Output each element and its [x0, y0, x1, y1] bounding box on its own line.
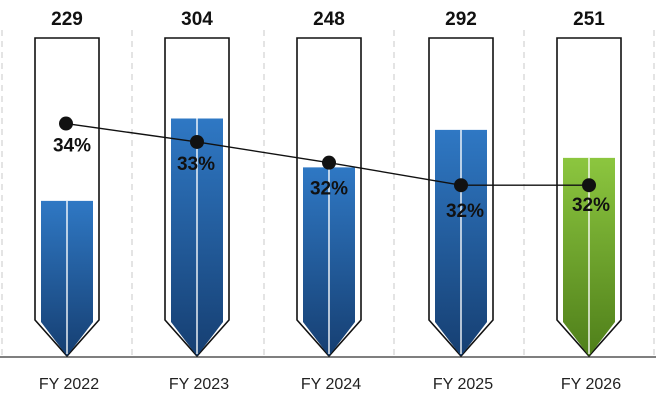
bar-value-label: 292	[445, 9, 477, 30]
x-tick-label: FY 2025	[433, 376, 493, 393]
bars	[34, 37, 622, 358]
x-tick-label: FY 2024	[301, 376, 361, 393]
line-point	[190, 134, 204, 149]
bar-value-label: 248	[313, 9, 345, 30]
line-point	[59, 116, 73, 131]
percentage-line: 34% 33% 32% 32% 32%	[53, 116, 610, 222]
bar-value-label: 304	[181, 9, 213, 30]
value-labels: 229 304 248 292 251	[51, 9, 605, 30]
line-point-label: 32%	[572, 195, 610, 216]
bar-value-label: 229	[51, 9, 83, 30]
line-point-label: 32%	[446, 201, 484, 222]
line-point	[454, 178, 468, 193]
line-point-label: 32%	[310, 179, 348, 200]
bar-value-label: 251	[573, 9, 605, 30]
x-axis-ticks: FY 2022 FY 2023 FY 2024 FY 2025 FY 2026	[39, 376, 621, 393]
line-point	[582, 178, 596, 193]
line-point-label: 34%	[53, 136, 91, 157]
line-point-label: 33%	[177, 154, 215, 175]
x-tick-label: FY 2022	[39, 376, 99, 393]
x-tick-label: FY 2023	[169, 376, 229, 393]
x-tick-label: FY 2026	[561, 376, 621, 393]
line-point	[322, 155, 336, 170]
